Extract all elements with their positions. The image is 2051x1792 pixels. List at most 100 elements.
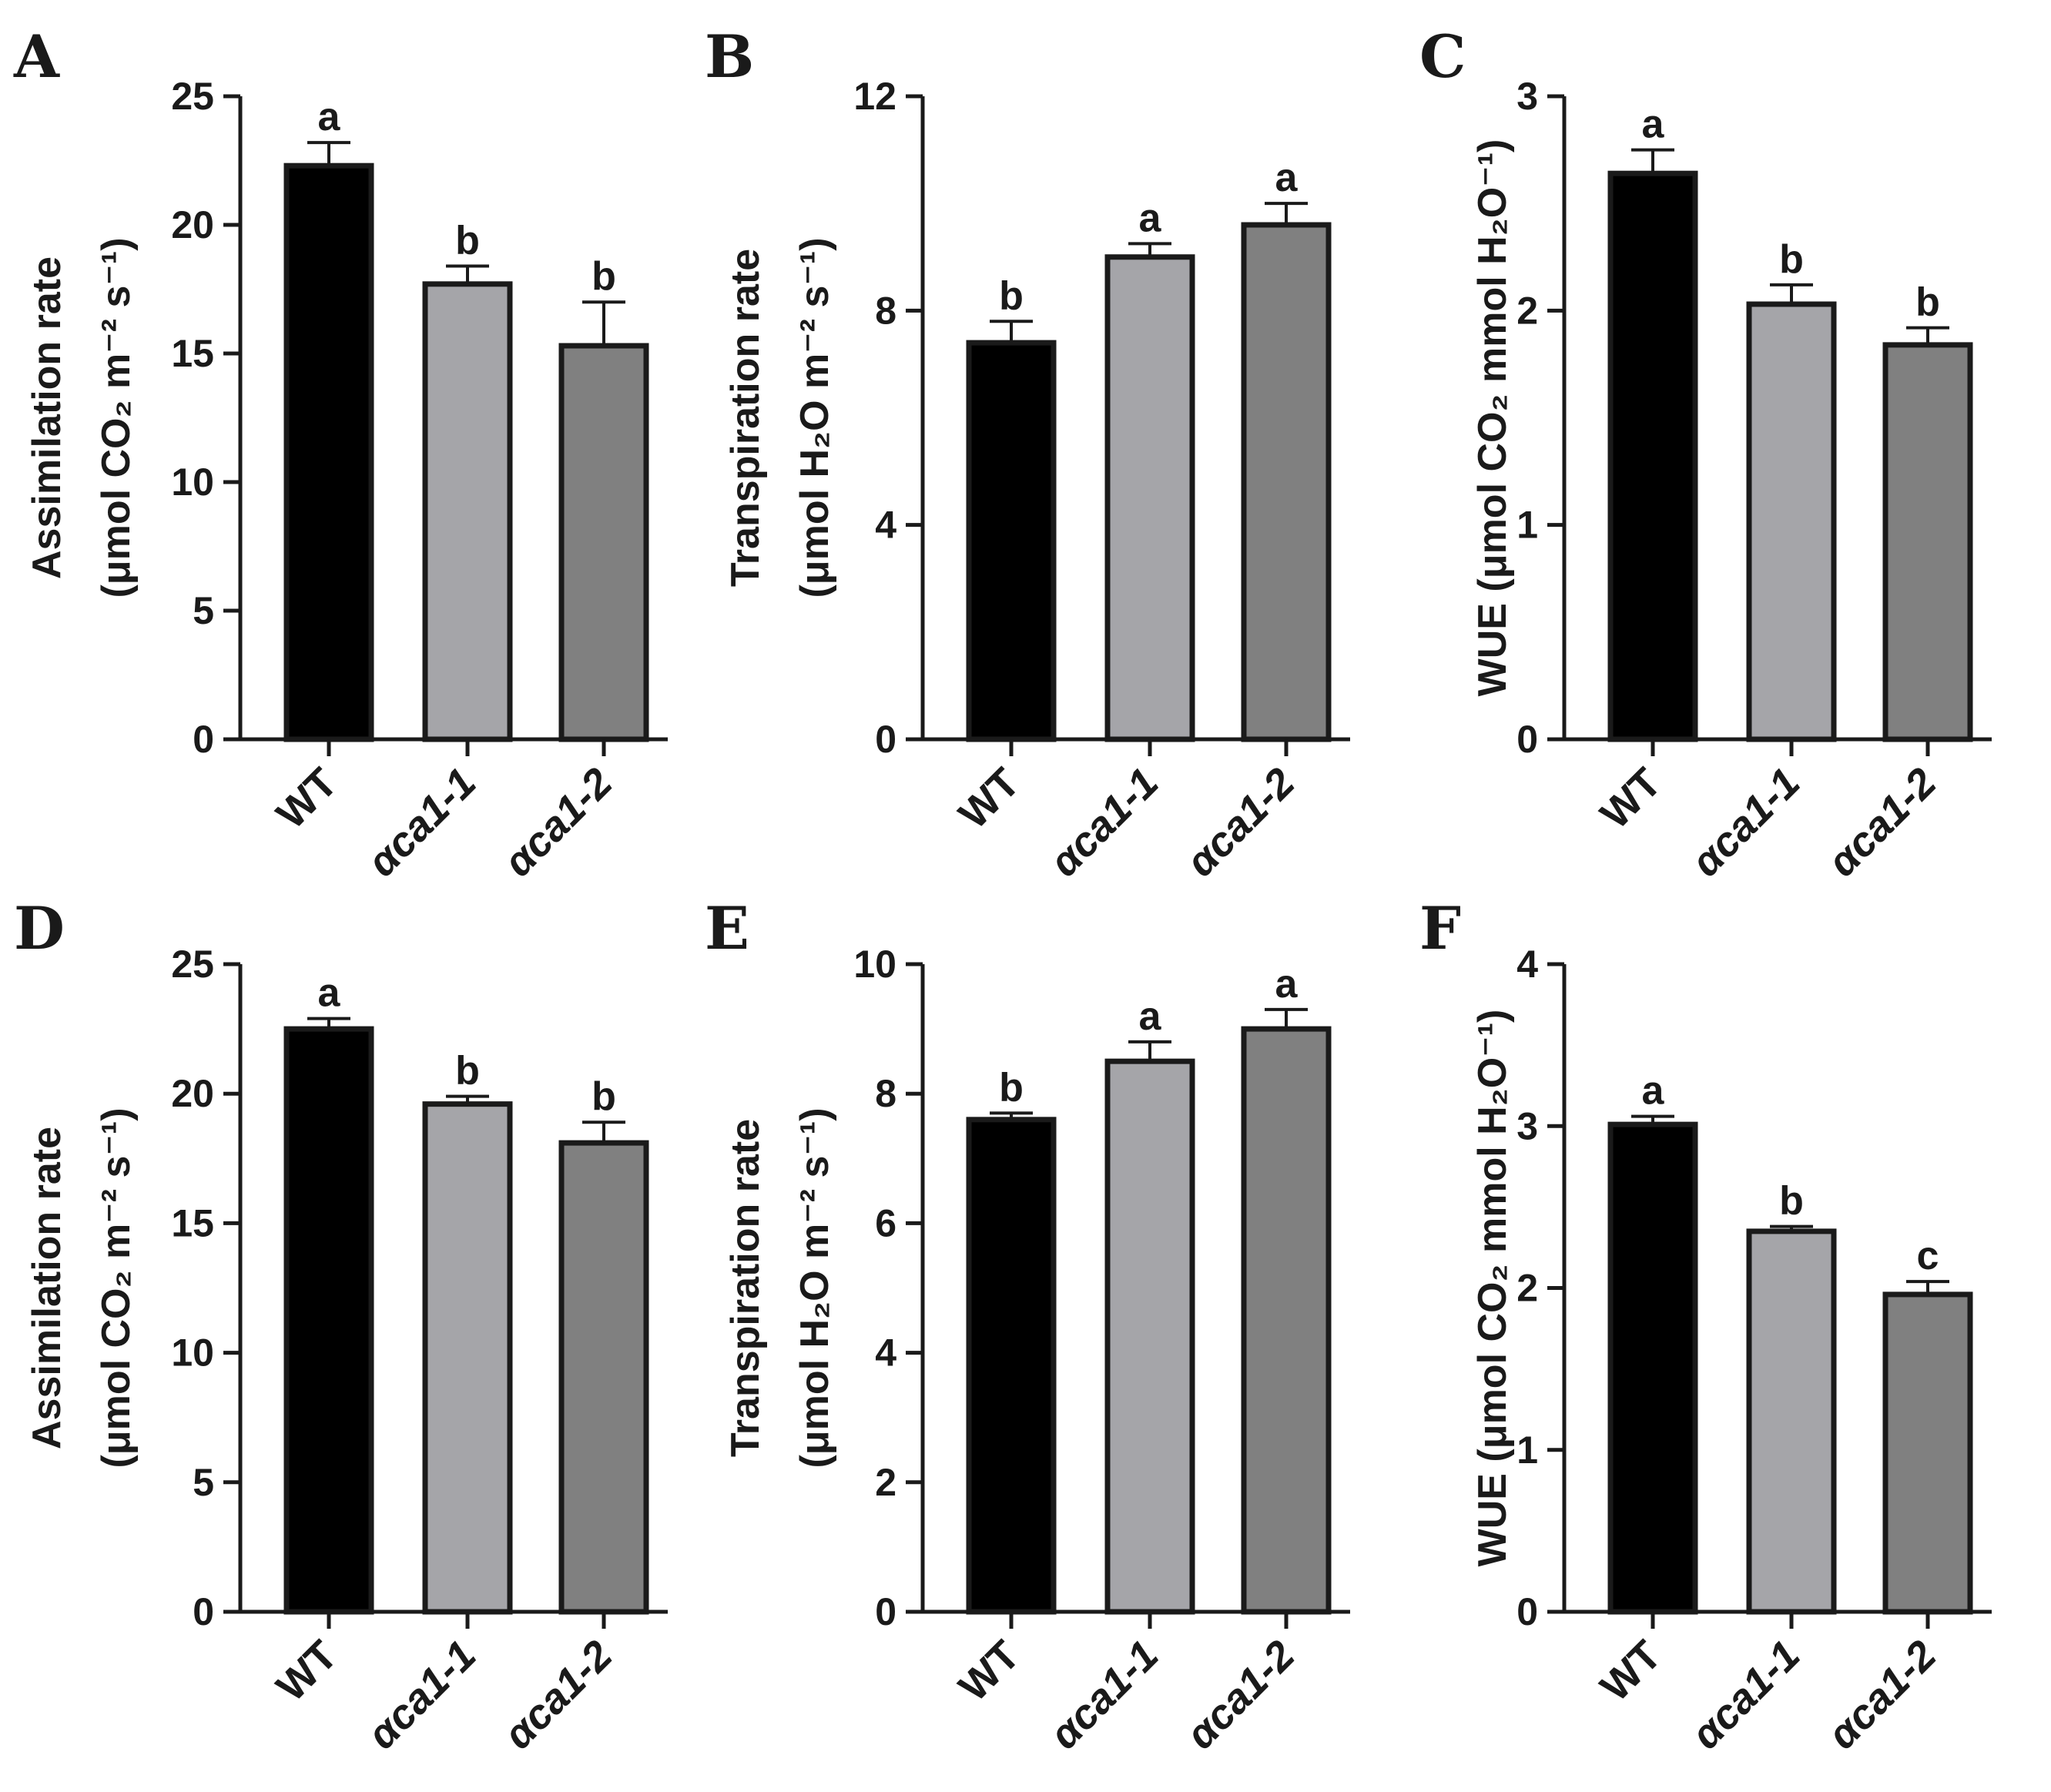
y-tick-label: 8 — [875, 1072, 896, 1115]
significance-label: b — [999, 1065, 1024, 1110]
y-axis-label-units: (μmol H₂O m⁻² s⁻¹) — [793, 237, 837, 598]
y-tick-label: 0 — [875, 1590, 896, 1633]
significance-label: a — [1275, 156, 1299, 200]
y-tick-label: 4 — [875, 1331, 896, 1375]
y-tick-label: 15 — [171, 1201, 214, 1244]
bar-WT — [1607, 170, 1698, 742]
y-tick-label: 0 — [193, 1590, 214, 1633]
y-tick-label: 25 — [171, 943, 214, 986]
y-axis-label: WUE (μmol CO₂ mmol H₂O⁻¹) — [1470, 1010, 1515, 1567]
y-tick-label: 1 — [1516, 1429, 1538, 1472]
y-tick-label: 0 — [1516, 1590, 1538, 1633]
x-tick-label: αca1-2 — [1178, 759, 1304, 886]
bar-WT — [966, 340, 1057, 742]
y-tick-label: 12 — [853, 75, 896, 118]
bar-WT — [283, 1026, 374, 1615]
y-tick-label: 4 — [1516, 943, 1538, 986]
y-tick-label: 1 — [1516, 504, 1538, 547]
significance-label: a — [1139, 994, 1162, 1039]
y-tick-label: 3 — [1516, 75, 1538, 118]
x-tick-label: αca1-2 — [1819, 1632, 1945, 1758]
y-axis-label: Assimilation rate — [25, 1127, 69, 1449]
significance-label: a — [1139, 196, 1162, 240]
panel-a: A 0 5 10 15 20 25 Assimilation rate (μmol CO₂ m⁻… — [13, 22, 668, 886]
x-tick-label: WT — [1592, 1632, 1671, 1710]
x-tick-label: WT — [950, 759, 1029, 838]
y-tick-label: 5 — [193, 1461, 214, 1504]
bar-αca1-1 — [1104, 1058, 1195, 1615]
bar-αca1-2 — [1241, 222, 1332, 742]
x-tick-label: WT — [268, 1632, 347, 1710]
significance-label: b — [455, 218, 480, 263]
y-tick-label: 2 — [1516, 1267, 1538, 1310]
y-tick-label: 8 — [875, 289, 896, 332]
significance-label: b — [1779, 237, 1804, 282]
significance-label: b — [999, 273, 1024, 318]
y-tick-label: 20 — [171, 203, 214, 246]
y-tick-label: 2 — [1516, 289, 1538, 332]
significance-label: a — [1642, 102, 1665, 147]
x-tick-label: αca1-1 — [359, 759, 485, 886]
x-tick-label: αca1-2 — [1178, 1632, 1304, 1758]
y-tick-label: 25 — [171, 75, 214, 118]
bar-αca1-2 — [1882, 342, 1973, 742]
y-tick-label: 15 — [171, 332, 214, 375]
x-tick-label: αca1-1 — [1683, 1632, 1809, 1758]
y-tick-label: 6 — [875, 1201, 896, 1244]
y-axis-label: Assimilation rate — [25, 256, 69, 579]
bar-αca1-1 — [422, 281, 513, 742]
bar-αca1-1 — [1746, 301, 1837, 742]
x-tick-label: WT — [950, 1632, 1029, 1710]
panel-d: D 0 5 10 15 20 25 Assimilation rate (μmol CO₂ m⁻… — [14, 894, 668, 1758]
bar-αca1-1 — [1104, 254, 1195, 742]
y-axis-label: WUE (μmol CO₂ mmol H₂O⁻¹) — [1470, 139, 1515, 697]
significance-label: a — [318, 95, 341, 139]
panel-letter: D — [14, 894, 65, 963]
y-tick-label: 10 — [853, 943, 896, 986]
bar-αca1-2 — [558, 343, 649, 742]
panel-letter: F — [1419, 894, 1461, 963]
x-tick-label: αca1-2 — [1819, 759, 1945, 886]
x-tick-label: WT — [1592, 759, 1671, 838]
y-axis-label: Transpiration rate — [723, 249, 768, 587]
significance-label: b — [455, 1049, 480, 1094]
panel-letter: B — [705, 22, 754, 91]
significance-label: a — [1642, 1069, 1665, 1114]
y-tick-label: 0 — [1516, 718, 1538, 761]
bar-αca1-1 — [1746, 1228, 1837, 1615]
bar-WT — [1607, 1121, 1698, 1615]
panel-letter: E — [705, 894, 749, 963]
significance-label: a — [1275, 962, 1299, 1007]
x-tick-label: αca1-2 — [495, 1632, 622, 1758]
y-tick-label: 3 — [1516, 1104, 1538, 1147]
y-tick-label: 5 — [193, 589, 214, 632]
y-tick-label: 10 — [171, 461, 214, 504]
y-tick-label: 10 — [171, 1331, 214, 1375]
y-axis-label-units: (μmol H₂O m⁻² s⁻¹) — [793, 1107, 837, 1468]
x-tick-label: αca1-1 — [1683, 759, 1809, 886]
x-tick-label: αca1-2 — [495, 759, 622, 886]
y-tick-label: 4 — [875, 504, 896, 547]
y-tick-label: 0 — [875, 718, 896, 761]
bar-WT — [966, 1117, 1057, 1615]
y-tick-label: 0 — [193, 718, 214, 761]
significance-label: b — [1779, 1179, 1804, 1224]
panel-b: B 0 4 8 12 Transpiration rate (μmol H₂O m⁻² s⁻… — [705, 22, 1350, 886]
panel-letter: A — [13, 22, 60, 91]
x-tick-label: αca1-1 — [1041, 1632, 1168, 1758]
y-tick-label: 20 — [171, 1072, 214, 1115]
significance-label: b — [592, 254, 616, 299]
significance-label: c — [1917, 1234, 1939, 1278]
bar-αca1-2 — [1241, 1026, 1332, 1615]
bar-αca1-2 — [558, 1140, 649, 1615]
x-tick-label: WT — [268, 759, 347, 838]
y-axis-label-units: (μmol CO₂ m⁻² s⁻¹) — [94, 237, 139, 598]
y-tick-label: 2 — [875, 1461, 896, 1504]
significance-label: b — [1915, 280, 1940, 325]
significance-label: a — [318, 971, 341, 1016]
bar-αca1-2 — [1882, 1291, 1973, 1615]
significance-label: b — [592, 1074, 616, 1119]
bar-WT — [283, 162, 374, 742]
